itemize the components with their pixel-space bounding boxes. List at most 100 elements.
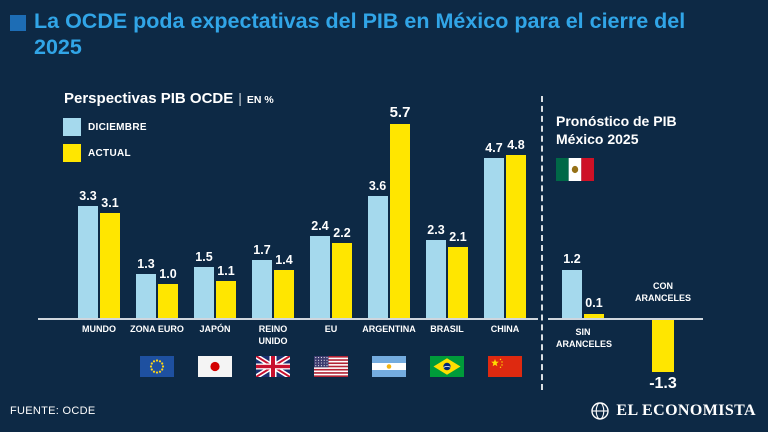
x-axis-label: ARGENTINA	[362, 324, 416, 334]
bar-value-label: 4.7	[485, 141, 503, 156]
mexico-baseline	[548, 318, 703, 320]
bar-wrap: 2.2	[332, 226, 352, 318]
bar-value-label: 2.3	[427, 222, 445, 237]
chart-title-text: Perspectivas PIB OCDE	[64, 90, 234, 107]
bar-value-label: 3.3	[79, 188, 97, 203]
flag-eu-icon	[140, 356, 174, 377]
mexico-flag-container	[556, 158, 594, 186]
bar-group: 1.3 1.0	[128, 100, 186, 318]
flag-uk-icon	[256, 356, 290, 377]
section-divider	[541, 96, 543, 390]
bar-value-label: 1.0	[159, 267, 177, 281]
flag-cell	[186, 356, 244, 377]
oecd-plot: 3.3 3.1 1.3 1.0 1.5 1.1 1.7 1.4 2.4 2.2 3.6 5.7 2.3 2…	[70, 100, 534, 318]
bar-actual-con-aranceles	[652, 320, 674, 372]
legend-swatch-actual	[63, 144, 81, 162]
bar-wrap: 1.1	[216, 264, 236, 318]
legend-label: DICIEMBRE	[88, 121, 147, 133]
country-flags-row	[70, 356, 534, 377]
flag-cell	[360, 356, 418, 377]
bar-diciembre	[78, 205, 98, 318]
bar-diciembre	[367, 195, 388, 318]
bar-value-label: 3.6	[368, 178, 387, 193]
group-label-sin-aranceles: SIN ARANCELES	[556, 327, 613, 350]
x-axis-baseline	[38, 318, 538, 320]
bar-value-label: 2.2	[333, 226, 351, 241]
bar-group: 1.5 1.1	[186, 100, 244, 318]
bar-diciembre	[136, 273, 156, 318]
bar-value-label: 3.1	[101, 195, 119, 210]
x-axis-label: BRASIL	[430, 324, 464, 334]
bar-value-label: 1.5	[195, 250, 213, 264]
bar-value-label: 1.4	[275, 253, 293, 268]
flag-cell	[70, 356, 128, 377]
bar-group: 2.4 2.2	[302, 100, 360, 318]
bar-wrap: 1.0	[158, 267, 178, 318]
x-axis-label: MUNDO	[82, 324, 116, 334]
bar-group: 2.3 2.1	[418, 100, 476, 318]
flag-cell	[244, 356, 302, 377]
bar-diciembre-sin-aranceles	[562, 270, 582, 318]
bar-value-label: 4.8	[507, 137, 525, 152]
bar-wrap: 1.5	[194, 250, 214, 318]
bar-wrap: 4.7	[484, 141, 504, 318]
bar-value-label: 5.7	[389, 104, 411, 122]
bar-diciembre	[310, 236, 330, 318]
mexico-plot: 1.2 0.1 SIN ARANCELES CON ARANCELES -1.3	[548, 100, 720, 400]
bar-wrap: 2.3	[426, 223, 446, 318]
brand-globe-icon	[591, 402, 610, 420]
bar-value-label: 1.2	[563, 252, 581, 266]
chart-legend: DICIEMBRE ACTUAL	[63, 118, 147, 170]
bar-wrap: 5.7	[389, 104, 411, 318]
legend-swatch-diciembre	[63, 118, 81, 136]
bar-value-label: -1.3	[649, 375, 677, 392]
flag-china-icon	[488, 356, 522, 377]
flag-argentina-icon	[372, 356, 406, 377]
bar-wrap: 3.3	[78, 189, 98, 318]
bar-wrap: 1.7	[252, 243, 272, 318]
bar-value-label: 2.4	[311, 219, 329, 234]
bar-wrap: 1.3	[136, 257, 156, 318]
title-bullet-icon	[10, 15, 26, 31]
x-axis-labels: MUNDO ZONA EURO JAPÓN REINO UNIDO EU ARGENTIN…	[70, 324, 534, 347]
x-axis-label: ZONA EURO	[130, 324, 184, 334]
bar-actual	[216, 280, 236, 318]
bar-diciembre	[252, 260, 272, 318]
bar-value-label: 1.3	[137, 256, 155, 271]
legend-item: DICIEMBRE	[63, 118, 147, 136]
x-axis-label: EU	[324, 324, 338, 334]
bar-group: 3.6 5.7	[360, 100, 418, 318]
brand-name: EL ECONOMISTA	[616, 402, 756, 419]
bar-group: 1.7 1.4	[244, 100, 302, 318]
legend-label: ACTUAL	[88, 147, 131, 159]
x-axis-label: CHINA	[490, 324, 520, 334]
bar-value-label: 1.1	[217, 263, 235, 278]
flag-japan-icon	[198, 356, 232, 377]
flag-brazil-icon	[430, 356, 464, 377]
bar-group: 3.3 3.1	[70, 100, 128, 318]
group-label-con-aranceles: CON ARANCELES	[635, 281, 692, 304]
page-title: La OCDE poda expectativas del PIB en Méx…	[34, 9, 686, 60]
bar-actual	[506, 154, 526, 318]
bar-wrap: 4.8	[506, 138, 526, 318]
flag-cell	[128, 356, 186, 377]
bar-diciembre	[426, 239, 446, 318]
bar-actual	[448, 246, 468, 318]
chart-title: Perspectivas PIB OCDE | EN %	[64, 90, 274, 107]
bar-diciembre	[484, 158, 504, 318]
legend-item: ACTUAL	[63, 144, 147, 162]
bar-actual	[100, 212, 120, 318]
bar-wrap: 2.4	[310, 219, 330, 318]
bar-wrap: 3.1	[100, 196, 120, 318]
flag-mexico-icon	[556, 158, 594, 181]
source-credit: FUENTE: OCDE	[10, 405, 96, 417]
flag-cell	[476, 356, 534, 377]
bar-actual-sin-aranceles	[584, 314, 604, 318]
bar-value-label: 0.1	[585, 296, 603, 310]
bar-actual	[332, 243, 352, 318]
bar-actual	[158, 284, 178, 318]
x-axis-label: JAPÓN	[199, 324, 231, 334]
flag-cell	[302, 356, 360, 377]
x-axis-label: REINO UNIDO	[258, 324, 288, 346]
